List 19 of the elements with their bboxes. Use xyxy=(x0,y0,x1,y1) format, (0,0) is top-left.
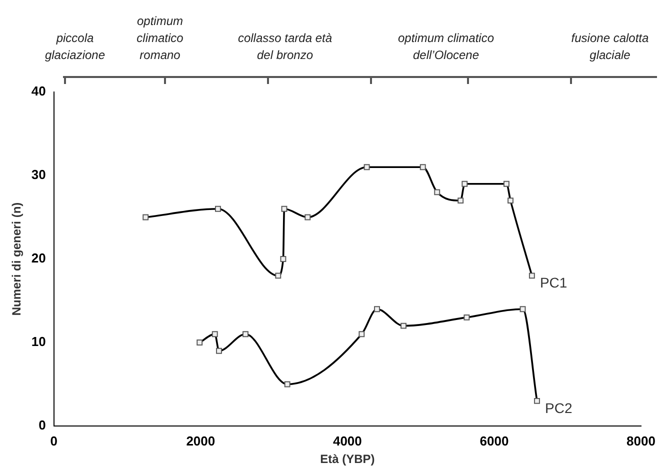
y-tick-label: 0 xyxy=(38,418,46,433)
x-tick-label: 4000 xyxy=(332,433,362,448)
text: fusione calotta glaciale xyxy=(570,30,650,64)
text: optimum climatico romano xyxy=(136,13,184,64)
x-tick-label: 6000 xyxy=(480,433,509,448)
x-tick-label: 2000 xyxy=(186,433,216,448)
y-tick-label: 20 xyxy=(31,250,46,266)
text: piccola glaciazione xyxy=(44,30,106,64)
x-axis-title: Età (YBP) xyxy=(320,452,375,466)
series-label: PC1 xyxy=(540,274,568,291)
text: optimum climatico dell’Olocene xyxy=(396,30,496,64)
series-label: PC2 xyxy=(545,400,572,416)
y-tick-label: 10 xyxy=(31,334,46,350)
x-tick-label: 8000 xyxy=(626,433,656,448)
y-tick-label: 40 xyxy=(31,84,46,99)
y-tick-label: 30 xyxy=(31,167,46,182)
y-axis-title: Numeri di generi (n) xyxy=(10,202,24,316)
text: collasso tarda età del bronzo xyxy=(236,30,334,64)
x-tick-label: 0 xyxy=(50,433,58,448)
